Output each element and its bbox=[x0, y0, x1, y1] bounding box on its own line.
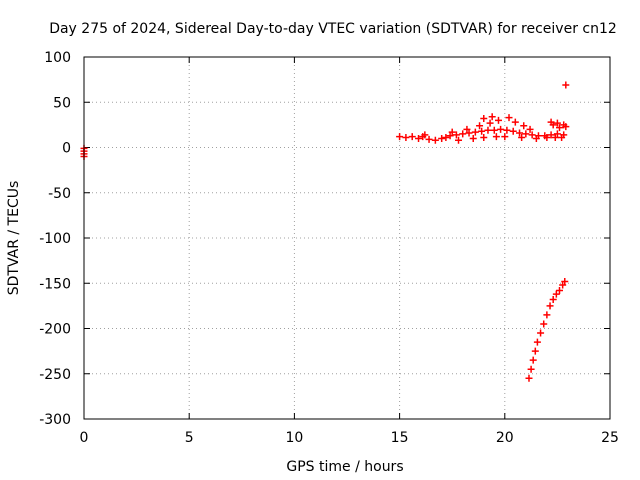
y-axis-label: SDTVAR / TECUs bbox=[6, 181, 22, 296]
data-point-main-band-7 bbox=[438, 134, 446, 142]
grid-lines bbox=[84, 57, 610, 419]
plot-frame bbox=[83, 56, 611, 420]
data-point-main-band-2 bbox=[408, 133, 416, 141]
data-point-main-band-42 bbox=[480, 134, 488, 142]
data-point-late-high-6 bbox=[562, 81, 570, 89]
axis-ticks: 0 5 10 15 20 25 -300 -250 -200 -150 -100 -50 0 50 100 bbox=[39, 50, 619, 446]
x-tick-label-3: 15 bbox=[391, 430, 409, 446]
data-point-descending-arc-1 bbox=[527, 365, 535, 373]
data-point-main-band-16 bbox=[490, 126, 498, 134]
x-tick-label-1: 5 bbox=[185, 430, 194, 446]
y-tick-label-8: 100 bbox=[44, 50, 71, 66]
data-point-main-band-48 bbox=[551, 134, 559, 142]
data-point-main-band-18 bbox=[503, 126, 511, 134]
data-point-late-high-1 bbox=[553, 119, 561, 127]
data-point-main-band-0 bbox=[396, 133, 404, 141]
data-point-main-band-17 bbox=[497, 125, 505, 133]
data-point-main-band-32 bbox=[486, 119, 494, 127]
data-point-main-band-26 bbox=[553, 130, 561, 138]
data-point-main-band-1 bbox=[402, 134, 410, 142]
data-point-main-band-22 bbox=[528, 131, 536, 139]
y-tick-label-2: -200 bbox=[39, 322, 71, 338]
data-point-main-band-37 bbox=[511, 118, 519, 126]
data-point-descending-arc-0 bbox=[525, 374, 533, 382]
data-point-main-band-11 bbox=[459, 130, 467, 138]
data-point-main-band-5 bbox=[425, 135, 433, 143]
data-point-main-band-28 bbox=[421, 131, 429, 139]
data-point-main-band-25 bbox=[547, 131, 555, 139]
data-point-main-band-46 bbox=[532, 134, 540, 142]
data-point-main-band-15 bbox=[484, 126, 492, 134]
data-point-main-band-47 bbox=[543, 134, 551, 142]
y-tick-label-5: -50 bbox=[48, 186, 71, 202]
data-point-main-band-19 bbox=[509, 127, 517, 135]
data-point-main-band-20 bbox=[516, 129, 524, 137]
x-axis-label: GPS time / hours bbox=[286, 459, 403, 475]
data-point-main-band-41 bbox=[469, 134, 477, 142]
y-tick-label-0: -300 bbox=[39, 412, 71, 428]
data-point-main-band-36 bbox=[505, 114, 513, 122]
data-point-descending-arc-4 bbox=[533, 338, 541, 346]
data-point-main-band-13 bbox=[471, 128, 479, 136]
data-point-descending-arc-6 bbox=[540, 320, 548, 328]
data-point-descending-arc-10 bbox=[552, 290, 560, 298]
data-point-descending-arc-2 bbox=[529, 356, 537, 364]
y-tick-label-4: -100 bbox=[39, 231, 71, 247]
data-point-main-band-34 bbox=[480, 115, 488, 123]
data-point-main-band-3 bbox=[415, 134, 423, 142]
data-point-main-band-44 bbox=[501, 133, 509, 141]
data-point-main-band-29 bbox=[448, 128, 456, 136]
y-tick-label-1: -250 bbox=[39, 367, 71, 383]
data-point-descending-arc-11 bbox=[556, 286, 564, 294]
data-point-late-high-5 bbox=[556, 124, 564, 132]
data-point-main-band-14 bbox=[478, 127, 486, 135]
data-point-descending-arc-8 bbox=[546, 302, 554, 310]
data-point-main-band-30 bbox=[463, 125, 471, 133]
data-point-main-band-38 bbox=[520, 122, 528, 130]
x-tick-label-5: 25 bbox=[601, 430, 619, 446]
data-point-descending-arc-9 bbox=[549, 296, 557, 304]
data-point-descending-arc-3 bbox=[531, 347, 539, 355]
data-point-main-band-9 bbox=[446, 132, 454, 140]
data-point-main-band-6 bbox=[431, 136, 439, 144]
data-point-main-band-40 bbox=[455, 136, 463, 144]
y-tick-label-3: -150 bbox=[39, 276, 71, 292]
data-point-main-band-12 bbox=[465, 129, 473, 137]
data-point-late-high-4 bbox=[549, 121, 557, 129]
data-point-descending-arc-5 bbox=[537, 329, 545, 337]
y-tick-label-6: 0 bbox=[62, 141, 71, 157]
x-tick-label-0: 0 bbox=[80, 430, 89, 446]
data-point-main-band-39 bbox=[526, 125, 534, 133]
data-point-descending-arc-13 bbox=[561, 277, 569, 285]
data-point-descending-arc-12 bbox=[559, 281, 567, 289]
chart-title: Day 275 of 2024, Sidereal Day-to-day VTE… bbox=[49, 21, 617, 37]
data-point-late-high-3 bbox=[562, 123, 570, 131]
data-points bbox=[80, 81, 570, 382]
data-point-main-band-45 bbox=[518, 134, 526, 142]
data-point-main-band-49 bbox=[558, 134, 566, 142]
data-point-main-band-8 bbox=[442, 134, 450, 142]
y-tick-label-7: 50 bbox=[53, 95, 71, 111]
data-point-main-band-21 bbox=[522, 130, 530, 138]
data-point-main-band-33 bbox=[494, 116, 502, 124]
data-point-main-band-43 bbox=[492, 133, 500, 141]
data-point-descending-arc-7 bbox=[543, 311, 551, 319]
data-point-main-band-31 bbox=[476, 122, 484, 130]
x-tick-label-4: 20 bbox=[496, 430, 514, 446]
data-point-main-band-35 bbox=[488, 113, 496, 121]
x-tick-label-2: 10 bbox=[285, 430, 303, 446]
data-point-main-band-10 bbox=[452, 131, 460, 139]
